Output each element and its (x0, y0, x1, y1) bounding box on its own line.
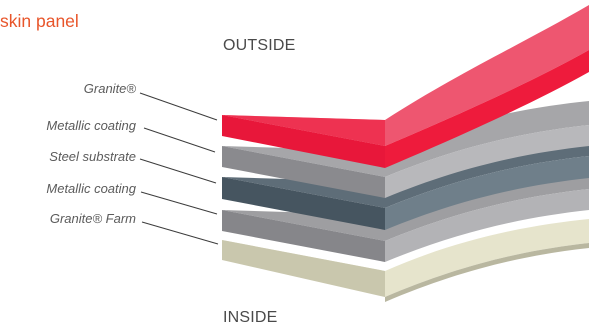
diagram-title: skin panel (0, 11, 79, 31)
leader-line-steel-substrate (139, 158, 217, 184)
leader-line-granite-farm (141, 221, 219, 245)
leader-line-metallic-coating-top (143, 127, 216, 153)
layer-label-granite-farm: Granite® Farm (49, 211, 136, 226)
leader-line-granite (139, 92, 218, 121)
leader-line-metallic-coating-bottom (140, 191, 218, 215)
layer-label-granite: Granite® (83, 81, 136, 96)
inside-label: INSIDE (223, 309, 278, 326)
leader-lines (139, 92, 219, 245)
layer-metallic-coating-top (222, 101, 589, 198)
layer-label-steel-substrate: Steel substrate (49, 149, 136, 164)
layer-granite (222, 5, 589, 168)
outside-label: OUTSIDE (223, 37, 296, 54)
layer-granite-farm (222, 219, 589, 302)
layer-label-metallic-coating-top: Metallic coating (46, 118, 136, 133)
layer-label-metallic-coating-bottom: Metallic coating (46, 181, 136, 196)
